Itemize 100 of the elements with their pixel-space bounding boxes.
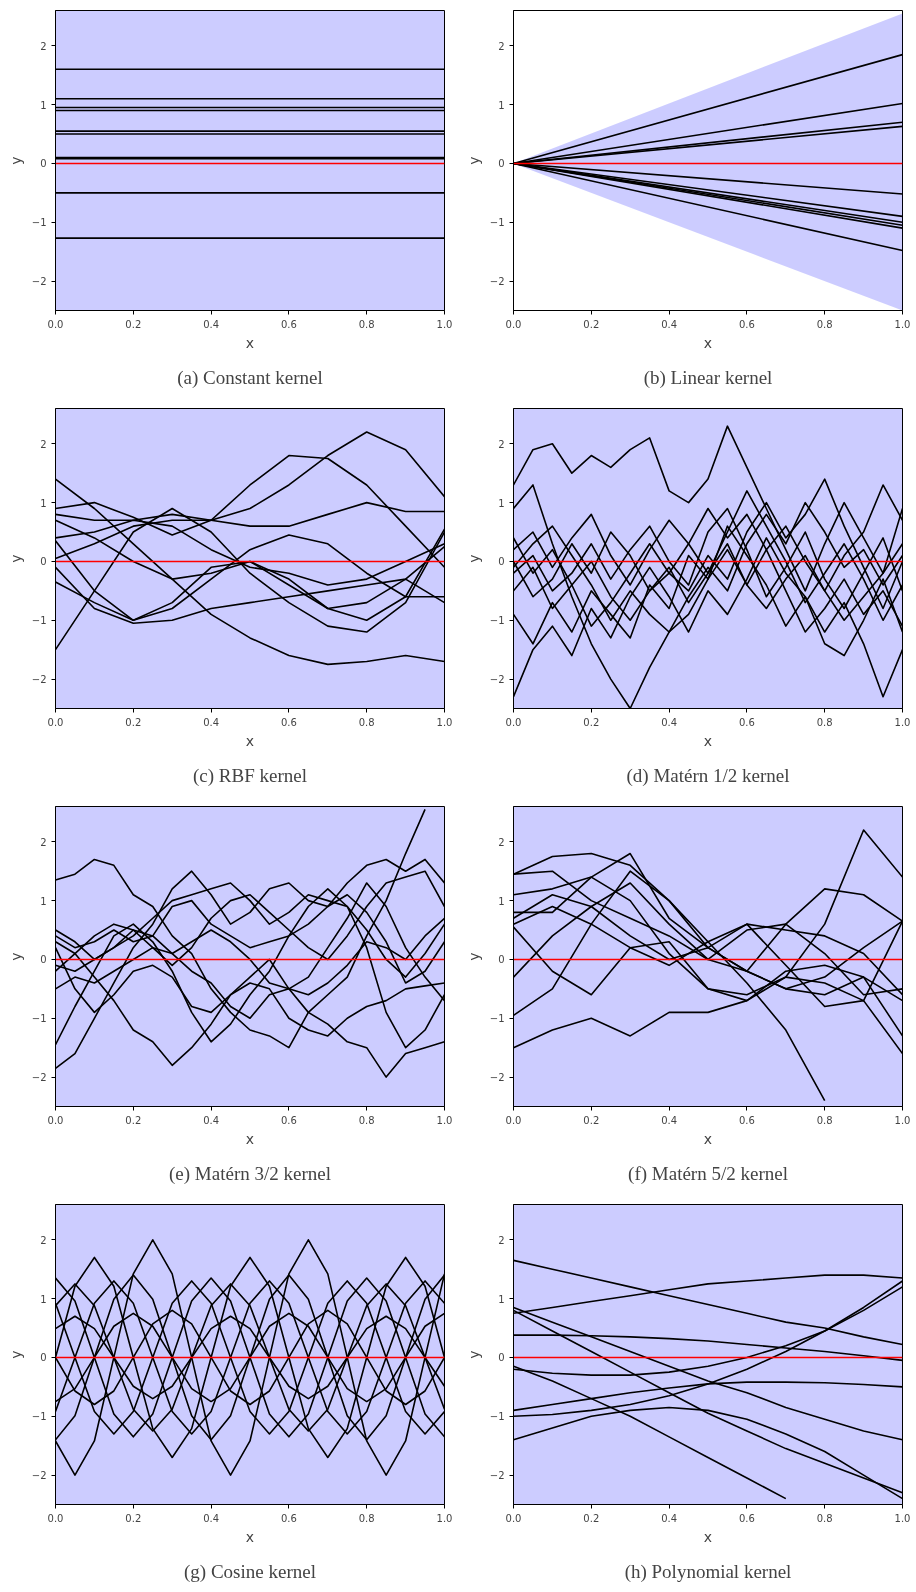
y-tick-label: 2: [40, 438, 47, 450]
x-tick-label: 0.4: [661, 1512, 678, 1524]
x-tick-label: 0.6: [738, 1114, 755, 1126]
x-tick-label: 0.0: [505, 1512, 522, 1524]
y-tick-label: 2: [498, 438, 505, 450]
x-tick-label: 0.0: [47, 1512, 64, 1524]
y-axis-title: y: [465, 952, 482, 961]
y-tick-label: 1: [498, 895, 505, 907]
y-tick-label: 1: [40, 497, 47, 509]
x-tick-label: 1.0: [894, 716, 911, 728]
x-tick-label: 1.0: [436, 318, 453, 330]
y-axis-title: y: [7, 554, 24, 563]
x-tick-label: 1.0: [894, 1114, 911, 1126]
y-tick-label: 1: [498, 99, 505, 111]
x-tick-label: 0.2: [583, 318, 600, 330]
x-axis-title: x: [245, 334, 255, 351]
y-tick-label: −2: [31, 674, 47, 686]
y-tick-label: −1: [489, 615, 505, 627]
x-tick-label: 0.2: [125, 716, 142, 728]
x-tick-label: 0.6: [280, 1512, 297, 1524]
x-tick-label: 1.0: [894, 318, 911, 330]
x-tick-label: 0.2: [125, 1512, 142, 1524]
x-tick-label: 0.8: [816, 716, 833, 728]
x-tick-label: 0.8: [816, 318, 833, 330]
x-tick-label: 0.8: [816, 1114, 833, 1126]
x-tick-label: 0.8: [358, 318, 375, 330]
y-tick-label: 0: [40, 1352, 47, 1364]
y-tick-label: −2: [489, 674, 505, 686]
x-tick-label: 0.0: [47, 318, 64, 330]
y-tick-label: −2: [31, 1470, 47, 1482]
x-axis-title: x: [703, 334, 713, 351]
y-tick-label: −2: [31, 276, 47, 288]
y-tick-label: 1: [40, 895, 47, 907]
y-axis-title: y: [7, 952, 24, 961]
x-tick-label: 0.6: [738, 318, 755, 330]
y-tick-label: 2: [40, 40, 47, 52]
x-axis-title: x: [703, 732, 713, 749]
y-tick-label: −1: [489, 217, 505, 229]
x-tick-label: 0.2: [125, 318, 142, 330]
y-tick-label: 0: [40, 556, 47, 568]
y-tick-label: 0: [498, 158, 505, 170]
text: (g) Cosine kernel: [184, 1560, 316, 1583]
x-tick-label: 0.2: [583, 1512, 600, 1524]
y-tick-label: −1: [31, 1013, 47, 1025]
y-tick-label: −2: [489, 276, 505, 288]
x-tick-label: 0.6: [280, 1114, 297, 1126]
y-axis-title: y: [465, 1350, 482, 1359]
x-tick-label: 0.4: [203, 318, 220, 330]
y-tick-label: −1: [489, 1411, 505, 1423]
x-tick-label: 1.0: [436, 716, 453, 728]
y-tick-label: 0: [498, 556, 505, 568]
x-tick-label: 0.0: [47, 716, 64, 728]
x-tick-label: 0.8: [358, 1114, 375, 1126]
y-tick-label: 0: [40, 954, 47, 966]
x-tick-label: 0.6: [738, 716, 755, 728]
y-tick-label: 2: [498, 836, 505, 848]
x-tick-label: 0.4: [203, 1114, 220, 1126]
x-axis-title: x: [245, 1528, 255, 1545]
y-tick-label: 0: [498, 1352, 505, 1364]
x-tick-label: 0.6: [280, 318, 297, 330]
text: (d) Matérn 1/2 kernel: [626, 764, 790, 787]
y-tick-label: −2: [489, 1470, 505, 1482]
y-tick-label: 1: [498, 497, 505, 509]
text: (c) RBF kernel: [193, 764, 307, 787]
y-axis-title: y: [465, 156, 482, 165]
x-tick-label: 0.0: [505, 716, 522, 728]
x-tick-label: 0.0: [505, 1114, 522, 1126]
x-tick-label: 0.4: [203, 716, 220, 728]
x-tick-label: 1.0: [436, 1114, 453, 1126]
text: (f) Matérn 5/2 kernel: [628, 1162, 788, 1185]
y-tick-label: −1: [31, 217, 47, 229]
x-tick-label: 0.0: [505, 318, 522, 330]
y-tick-label: −1: [31, 1411, 47, 1423]
y-tick-label: 2: [40, 1234, 47, 1246]
y-tick-label: −1: [31, 615, 47, 627]
y-tick-label: 1: [40, 99, 47, 111]
x-tick-label: 1.0: [436, 1512, 453, 1524]
y-tick-label: 1: [40, 1293, 47, 1305]
x-tick-label: 0.2: [583, 716, 600, 728]
x-tick-label: 0.4: [203, 1512, 220, 1524]
y-tick-label: 2: [498, 1234, 505, 1246]
y-tick-label: 0: [498, 954, 505, 966]
y-tick-label: −2: [31, 1072, 47, 1084]
x-tick-label: 0.8: [358, 1512, 375, 1524]
x-axis-title: x: [703, 1528, 713, 1545]
text: (a) Constant kernel: [177, 366, 323, 389]
x-tick-label: 0.6: [738, 1512, 755, 1524]
y-tick-label: 1: [498, 1293, 505, 1305]
x-tick-label: 0.6: [280, 716, 297, 728]
x-axis-title: x: [703, 1130, 713, 1147]
x-tick-label: 0.4: [661, 716, 678, 728]
y-tick-label: −2: [489, 1072, 505, 1084]
x-tick-label: 0.8: [816, 1512, 833, 1524]
y-tick-label: −1: [489, 1013, 505, 1025]
x-tick-label: 0.2: [125, 1114, 142, 1126]
x-tick-label: 0.4: [661, 318, 678, 330]
x-tick-label: 0.8: [358, 716, 375, 728]
x-tick-label: 0.4: [661, 1114, 678, 1126]
y-tick-label: 2: [40, 836, 47, 848]
text: (b) Linear kernel: [643, 366, 773, 389]
